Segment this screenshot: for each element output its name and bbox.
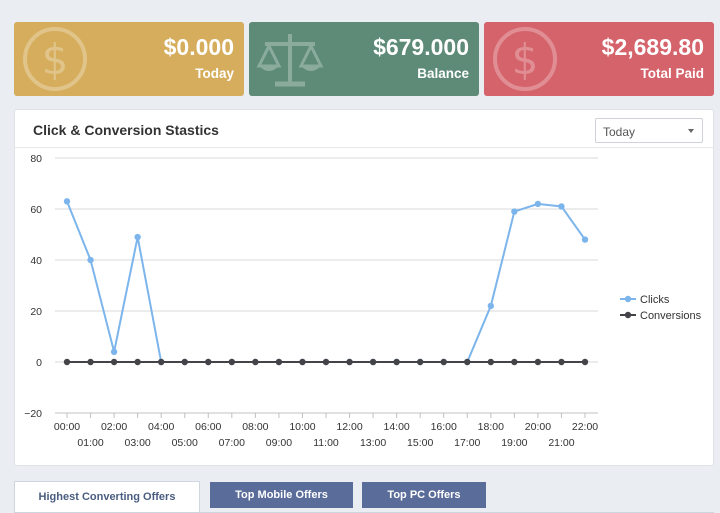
legend-marker-clicks bbox=[624, 295, 632, 303]
series-line-clicks bbox=[66, 200, 586, 363]
stat-card-today: $ $0.000 Today bbox=[14, 22, 244, 96]
x-tick-label: 00:00 bbox=[54, 421, 80, 433]
data-point-clicks bbox=[581, 236, 589, 243]
data-point-clicks bbox=[63, 198, 71, 205]
tab-top-pc-offers[interactable]: Top PC Offers bbox=[362, 482, 486, 508]
x-tick-label: 04:00 bbox=[148, 421, 174, 433]
data-point-clicks bbox=[534, 200, 542, 208]
x-tick-label: 10:00 bbox=[289, 421, 315, 433]
data-point-conversions bbox=[534, 358, 542, 366]
x-tick-label: 01:00 bbox=[77, 437, 103, 449]
data-point-conversions bbox=[87, 358, 94, 366]
x-tick-label: 03:00 bbox=[124, 437, 150, 449]
x-tick-label: 13:00 bbox=[360, 437, 386, 449]
data-point-conversions bbox=[63, 358, 71, 366]
data-point-conversions bbox=[228, 358, 236, 366]
today-amount: $0.000 bbox=[163, 34, 234, 60]
total-paid-amount: $2,689.80 bbox=[601, 34, 704, 60]
data-point-conversions bbox=[369, 358, 377, 366]
x-tick-label: 17:00 bbox=[454, 437, 480, 449]
dollar-coin-icon: $ bbox=[23, 27, 87, 91]
svg-text:$: $ bbox=[42, 35, 69, 84]
click-conversion-chart: −20 0 20 40 60 80 00:00 01:00 02:00 03:00 04:00 05:… bbox=[24, 153, 702, 449]
click-conversion-panel: −20 0 20 40 60 80 00:00 01:00 02:00 03:00 04:00 05:… bbox=[14, 109, 714, 466]
data-point-conversions bbox=[416, 358, 424, 366]
data-point-clicks bbox=[487, 302, 495, 310]
scales-icon bbox=[256, 34, 324, 87]
stat-card-total-paid: $ $2,689.80 Total Paid bbox=[484, 22, 714, 96]
tab-highest-converting-offers[interactable]: Highest Converting Offers bbox=[14, 481, 200, 513]
dollar-coin-icon: $ bbox=[493, 27, 557, 91]
x-tick-label: 21:00 bbox=[548, 437, 574, 449]
tab-top-mobile-offers[interactable]: Top Mobile Offers bbox=[210, 482, 353, 508]
x-tick-label: 06:00 bbox=[195, 421, 221, 433]
y-tick-label: 40 bbox=[30, 255, 42, 267]
data-point-conversions bbox=[275, 358, 283, 366]
x-tick-label: 12:00 bbox=[336, 421, 362, 433]
x-tick-label: 08:00 bbox=[242, 421, 268, 433]
data-point-conversions bbox=[346, 358, 353, 366]
legend-label-clicks: Clicks bbox=[640, 294, 670, 306]
data-point-clicks bbox=[511, 208, 518, 215]
legend-marker-conversions bbox=[624, 311, 632, 319]
data-point-conversions bbox=[181, 358, 188, 366]
data-point-conversions bbox=[134, 358, 141, 366]
data-point-clicks bbox=[87, 256, 94, 264]
x-tick-label: 22:00 bbox=[572, 421, 598, 433]
svg-text:$: $ bbox=[512, 35, 539, 84]
data-point-conversions bbox=[487, 358, 495, 366]
x-tick-label: 02:00 bbox=[101, 421, 127, 433]
data-point-conversions bbox=[511, 358, 518, 366]
data-point-conversions bbox=[205, 358, 212, 366]
x-tick-label: 09:00 bbox=[266, 437, 292, 449]
data-point-conversions bbox=[440, 358, 447, 366]
x-tick-label: 11:00 bbox=[313, 437, 339, 449]
data-point-clicks bbox=[558, 203, 565, 210]
chevron-down-icon bbox=[688, 129, 694, 133]
data-point-conversions bbox=[558, 358, 565, 366]
y-tick-label: 80 bbox=[30, 153, 42, 165]
x-tick-label: 15:00 bbox=[407, 437, 433, 449]
x-tick-label: 07:00 bbox=[219, 437, 245, 449]
legend-label-conversions: Conversions bbox=[640, 310, 702, 322]
balance-amount: $679.000 bbox=[373, 34, 469, 60]
data-point-clicks bbox=[134, 233, 141, 241]
date-range-select[interactable]: Today bbox=[595, 118, 703, 143]
panel-header: Click & Conversion Stastics Today bbox=[15, 110, 713, 148]
y-tick-label: −20 bbox=[24, 408, 42, 420]
today-label: Today bbox=[195, 66, 234, 81]
data-point-conversions bbox=[110, 358, 118, 366]
x-tick-label: 19:00 bbox=[501, 437, 527, 449]
balance-label: Balance bbox=[417, 66, 469, 81]
data-point-conversions bbox=[464, 358, 471, 366]
data-point-conversions bbox=[393, 358, 400, 366]
x-tick-label: 16:00 bbox=[431, 421, 457, 433]
y-tick-label: 0 bbox=[36, 357, 42, 369]
data-point-conversions bbox=[157, 358, 165, 366]
panel-title: Click & Conversion Stastics bbox=[33, 122, 219, 138]
x-tick-label: 18:00 bbox=[478, 421, 504, 433]
data-point-conversions bbox=[581, 358, 589, 366]
date-range-value: Today bbox=[603, 125, 636, 139]
y-tick-label: 20 bbox=[30, 306, 42, 318]
data-point-conversions bbox=[252, 358, 259, 366]
data-point-conversions bbox=[322, 358, 330, 366]
y-tick-label: 60 bbox=[30, 204, 42, 216]
data-point-clicks bbox=[110, 348, 118, 355]
x-tick-label: 20:00 bbox=[525, 421, 551, 433]
total-paid-label: Total Paid bbox=[640, 66, 704, 81]
data-point-conversions bbox=[299, 358, 306, 366]
x-tick-label: 05:00 bbox=[172, 437, 198, 449]
stat-card-balance: $679.000 Balance bbox=[249, 22, 479, 96]
x-tick-label: 14:00 bbox=[383, 421, 409, 433]
